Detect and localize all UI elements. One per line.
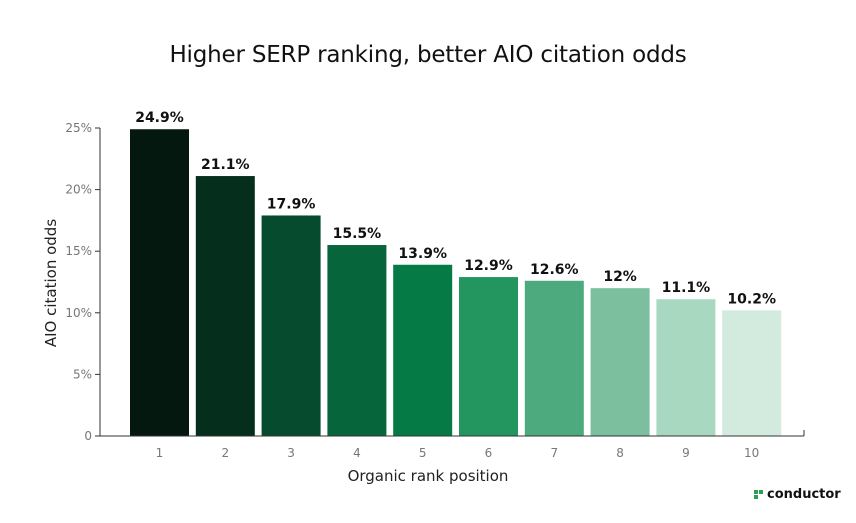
- logo-icon: [754, 490, 763, 499]
- conductor-logo: conductor: [754, 487, 841, 502]
- data-label: 21.1%: [201, 157, 250, 173]
- bar: [393, 264, 453, 436]
- chart-title: Higher SERP ranking, better AIO citation…: [169, 42, 687, 68]
- y-tick-label: 10%: [65, 306, 92, 320]
- y-tick-label: 25%: [65, 121, 92, 135]
- data-label: 12.9%: [464, 258, 513, 274]
- y-tick-label: 15%: [65, 244, 92, 258]
- bar: [656, 299, 716, 436]
- bar: [590, 288, 650, 436]
- data-label: 17.9%: [267, 196, 316, 212]
- x-tick-label: 9: [682, 446, 690, 460]
- x-axis-label: Organic rank position: [348, 467, 509, 485]
- x-axis: 1 2 3 4 5 6 7 8 9 10: [100, 430, 805, 460]
- bar: [195, 176, 255, 436]
- x-tick-label: 4: [353, 446, 361, 460]
- data-label: 13.9%: [398, 246, 447, 262]
- y-tick-label: 0: [84, 429, 92, 443]
- bar: [261, 215, 321, 436]
- x-tick-label: 6: [485, 446, 493, 460]
- y-tick-label: 20%: [65, 183, 92, 197]
- bars: 24.9% 21.1% 17.9% 15.5% 13.9% 12.9% 12.6% 12% 11…: [130, 110, 782, 436]
- data-label: 24.9%: [135, 110, 184, 126]
- bar: [130, 129, 189, 436]
- x-tick-label: 7: [550, 446, 558, 460]
- data-label: 12%: [603, 269, 637, 285]
- x-tick-label: 5: [419, 446, 427, 460]
- x-tick-label: 8: [616, 446, 624, 460]
- data-label: 10.2%: [727, 291, 776, 307]
- bar: [524, 280, 584, 436]
- data-label: 11.1%: [662, 280, 711, 296]
- x-tick-label: 1: [156, 446, 164, 460]
- data-label: 12.6%: [530, 262, 579, 278]
- y-tick-label: 5%: [73, 367, 92, 381]
- x-tick-label: 3: [287, 446, 295, 460]
- logo-text: conductor: [767, 487, 841, 502]
- x-tick-label: 10: [744, 446, 759, 460]
- x-tick-label: 2: [221, 446, 229, 460]
- bar: [722, 310, 782, 436]
- y-axis-label: AIO citation odds: [42, 219, 60, 347]
- data-label: 15.5%: [333, 226, 382, 242]
- bar: [327, 245, 387, 436]
- bar: [459, 277, 518, 436]
- y-axis: 0 5% 10% 15% 20% 25%: [65, 121, 101, 443]
